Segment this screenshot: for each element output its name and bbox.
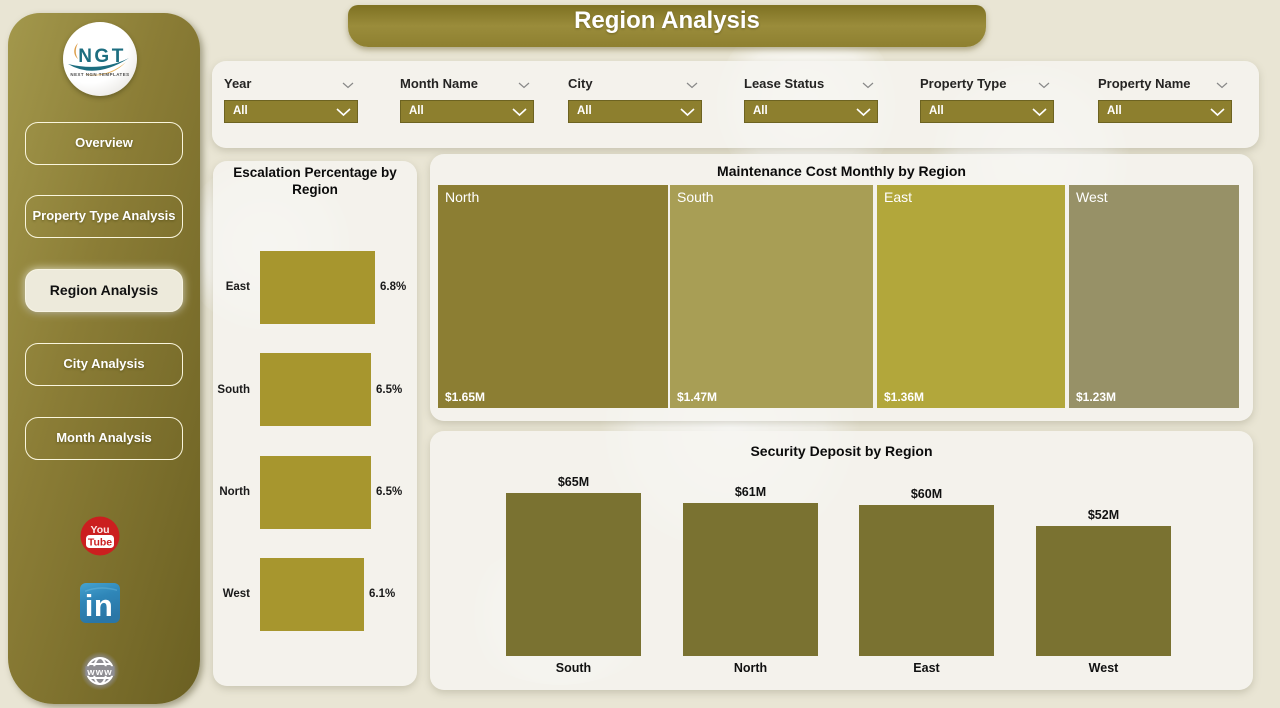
svg-text:Tube: Tube [88,537,112,549]
svg-text:NGT: NGT [78,46,126,67]
svg-text:www: www [86,667,112,678]
svg-text:You: You [90,524,109,536]
svg-text:NEXT NGN TEMPLATES: NEXT NGN TEMPLATES [70,72,129,77]
svg-text:in: in [85,588,114,623]
